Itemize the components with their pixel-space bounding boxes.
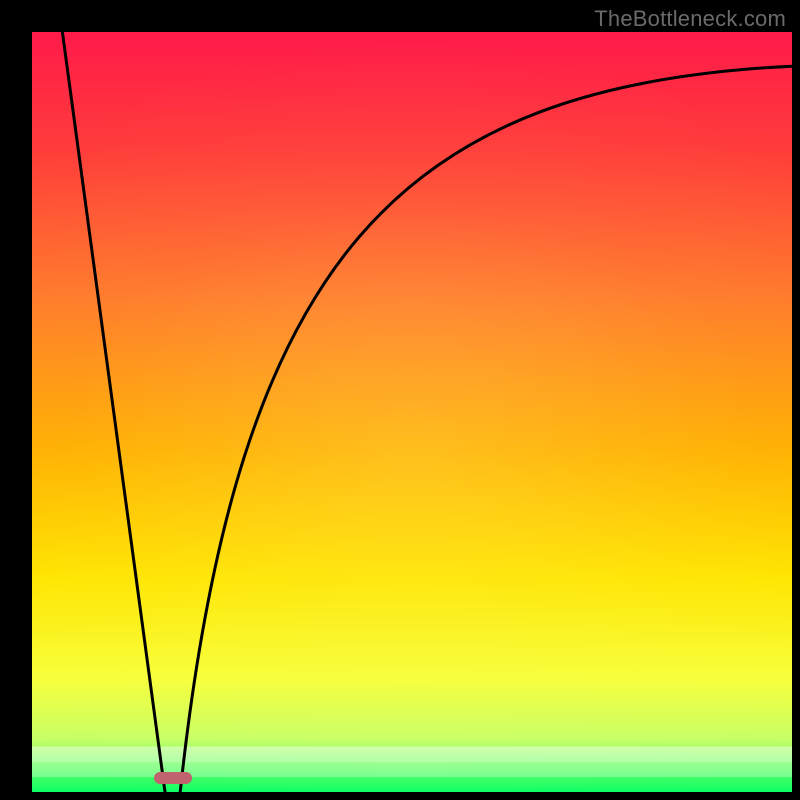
watermark-text: TheBottleneck.com (594, 6, 786, 32)
optimal-marker (154, 772, 192, 784)
bottleneck-curve (32, 32, 792, 792)
curve-path (62, 32, 792, 792)
chart-frame: TheBottleneck.com (0, 0, 800, 800)
plot-area (32, 32, 792, 792)
